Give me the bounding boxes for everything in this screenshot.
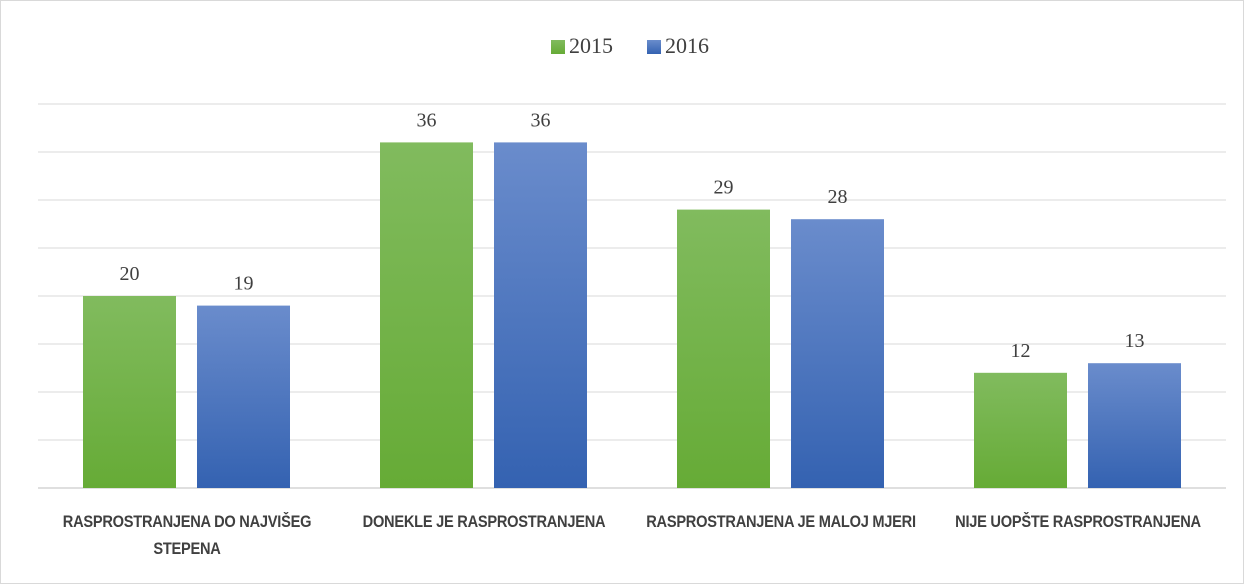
legend-label: 2015 [569, 33, 613, 58]
x-tick-label: RASPROSTRANJENA JE MALOJ MJERI [645, 512, 916, 531]
x-tick-label: DONEKLE JE RASPROSTRANJENA [362, 512, 605, 531]
bar [677, 209, 770, 488]
data-label: 13 [1125, 330, 1145, 352]
bar [83, 296, 176, 488]
data-label: 19 [234, 273, 254, 295]
legend-swatch [551, 40, 565, 54]
data-label: 36 [531, 109, 551, 131]
data-label: 28 [828, 186, 848, 208]
data-label: 29 [714, 177, 734, 199]
bar [791, 219, 884, 488]
data-label: 20 [120, 263, 140, 285]
bar [974, 372, 1067, 488]
data-label: 36 [417, 109, 437, 131]
x-tick-label: RASPROSTRANJENA DO NAJVIŠEG STEPENA [62, 512, 311, 558]
bar [494, 142, 587, 488]
bar [1088, 363, 1181, 488]
bar [380, 142, 473, 488]
bar [197, 305, 290, 488]
legend-label: 2016 [665, 33, 709, 58]
legend-swatch [647, 40, 661, 54]
x-tick-label: NIJE UOPŠTE RASPROSTRANJENA [954, 512, 1201, 531]
data-label: 12 [1011, 340, 1031, 362]
